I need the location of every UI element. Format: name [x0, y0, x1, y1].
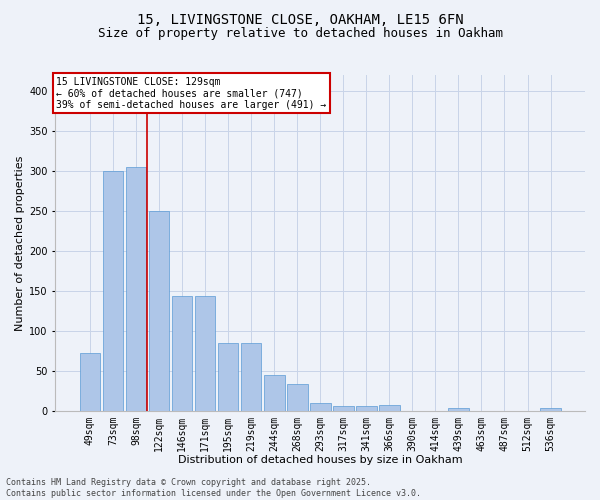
Bar — [194, 296, 215, 410]
Bar — [356, 406, 377, 410]
Bar — [241, 343, 262, 410]
Text: Size of property relative to detached houses in Oakham: Size of property relative to detached ho… — [97, 28, 503, 40]
Bar — [125, 167, 146, 410]
Bar — [103, 171, 123, 410]
Text: 15 LIVINGSTONE CLOSE: 129sqm
← 60% of detached houses are smaller (747)
39% of s: 15 LIVINGSTONE CLOSE: 129sqm ← 60% of de… — [56, 76, 327, 110]
Bar — [540, 408, 561, 410]
Bar — [310, 402, 331, 410]
Bar — [264, 375, 284, 410]
Text: Contains HM Land Registry data © Crown copyright and database right 2025.
Contai: Contains HM Land Registry data © Crown c… — [6, 478, 421, 498]
Bar — [333, 406, 353, 410]
Bar — [287, 384, 308, 410]
Bar — [149, 211, 169, 410]
Text: 15, LIVINGSTONE CLOSE, OAKHAM, LE15 6FN: 15, LIVINGSTONE CLOSE, OAKHAM, LE15 6FN — [137, 12, 463, 26]
Bar — [172, 296, 193, 410]
Bar — [218, 343, 238, 410]
X-axis label: Distribution of detached houses by size in Oakham: Distribution of detached houses by size … — [178, 455, 463, 465]
Bar — [80, 353, 100, 410]
Bar — [448, 408, 469, 410]
Bar — [379, 405, 400, 410]
Y-axis label: Number of detached properties: Number of detached properties — [15, 155, 25, 330]
